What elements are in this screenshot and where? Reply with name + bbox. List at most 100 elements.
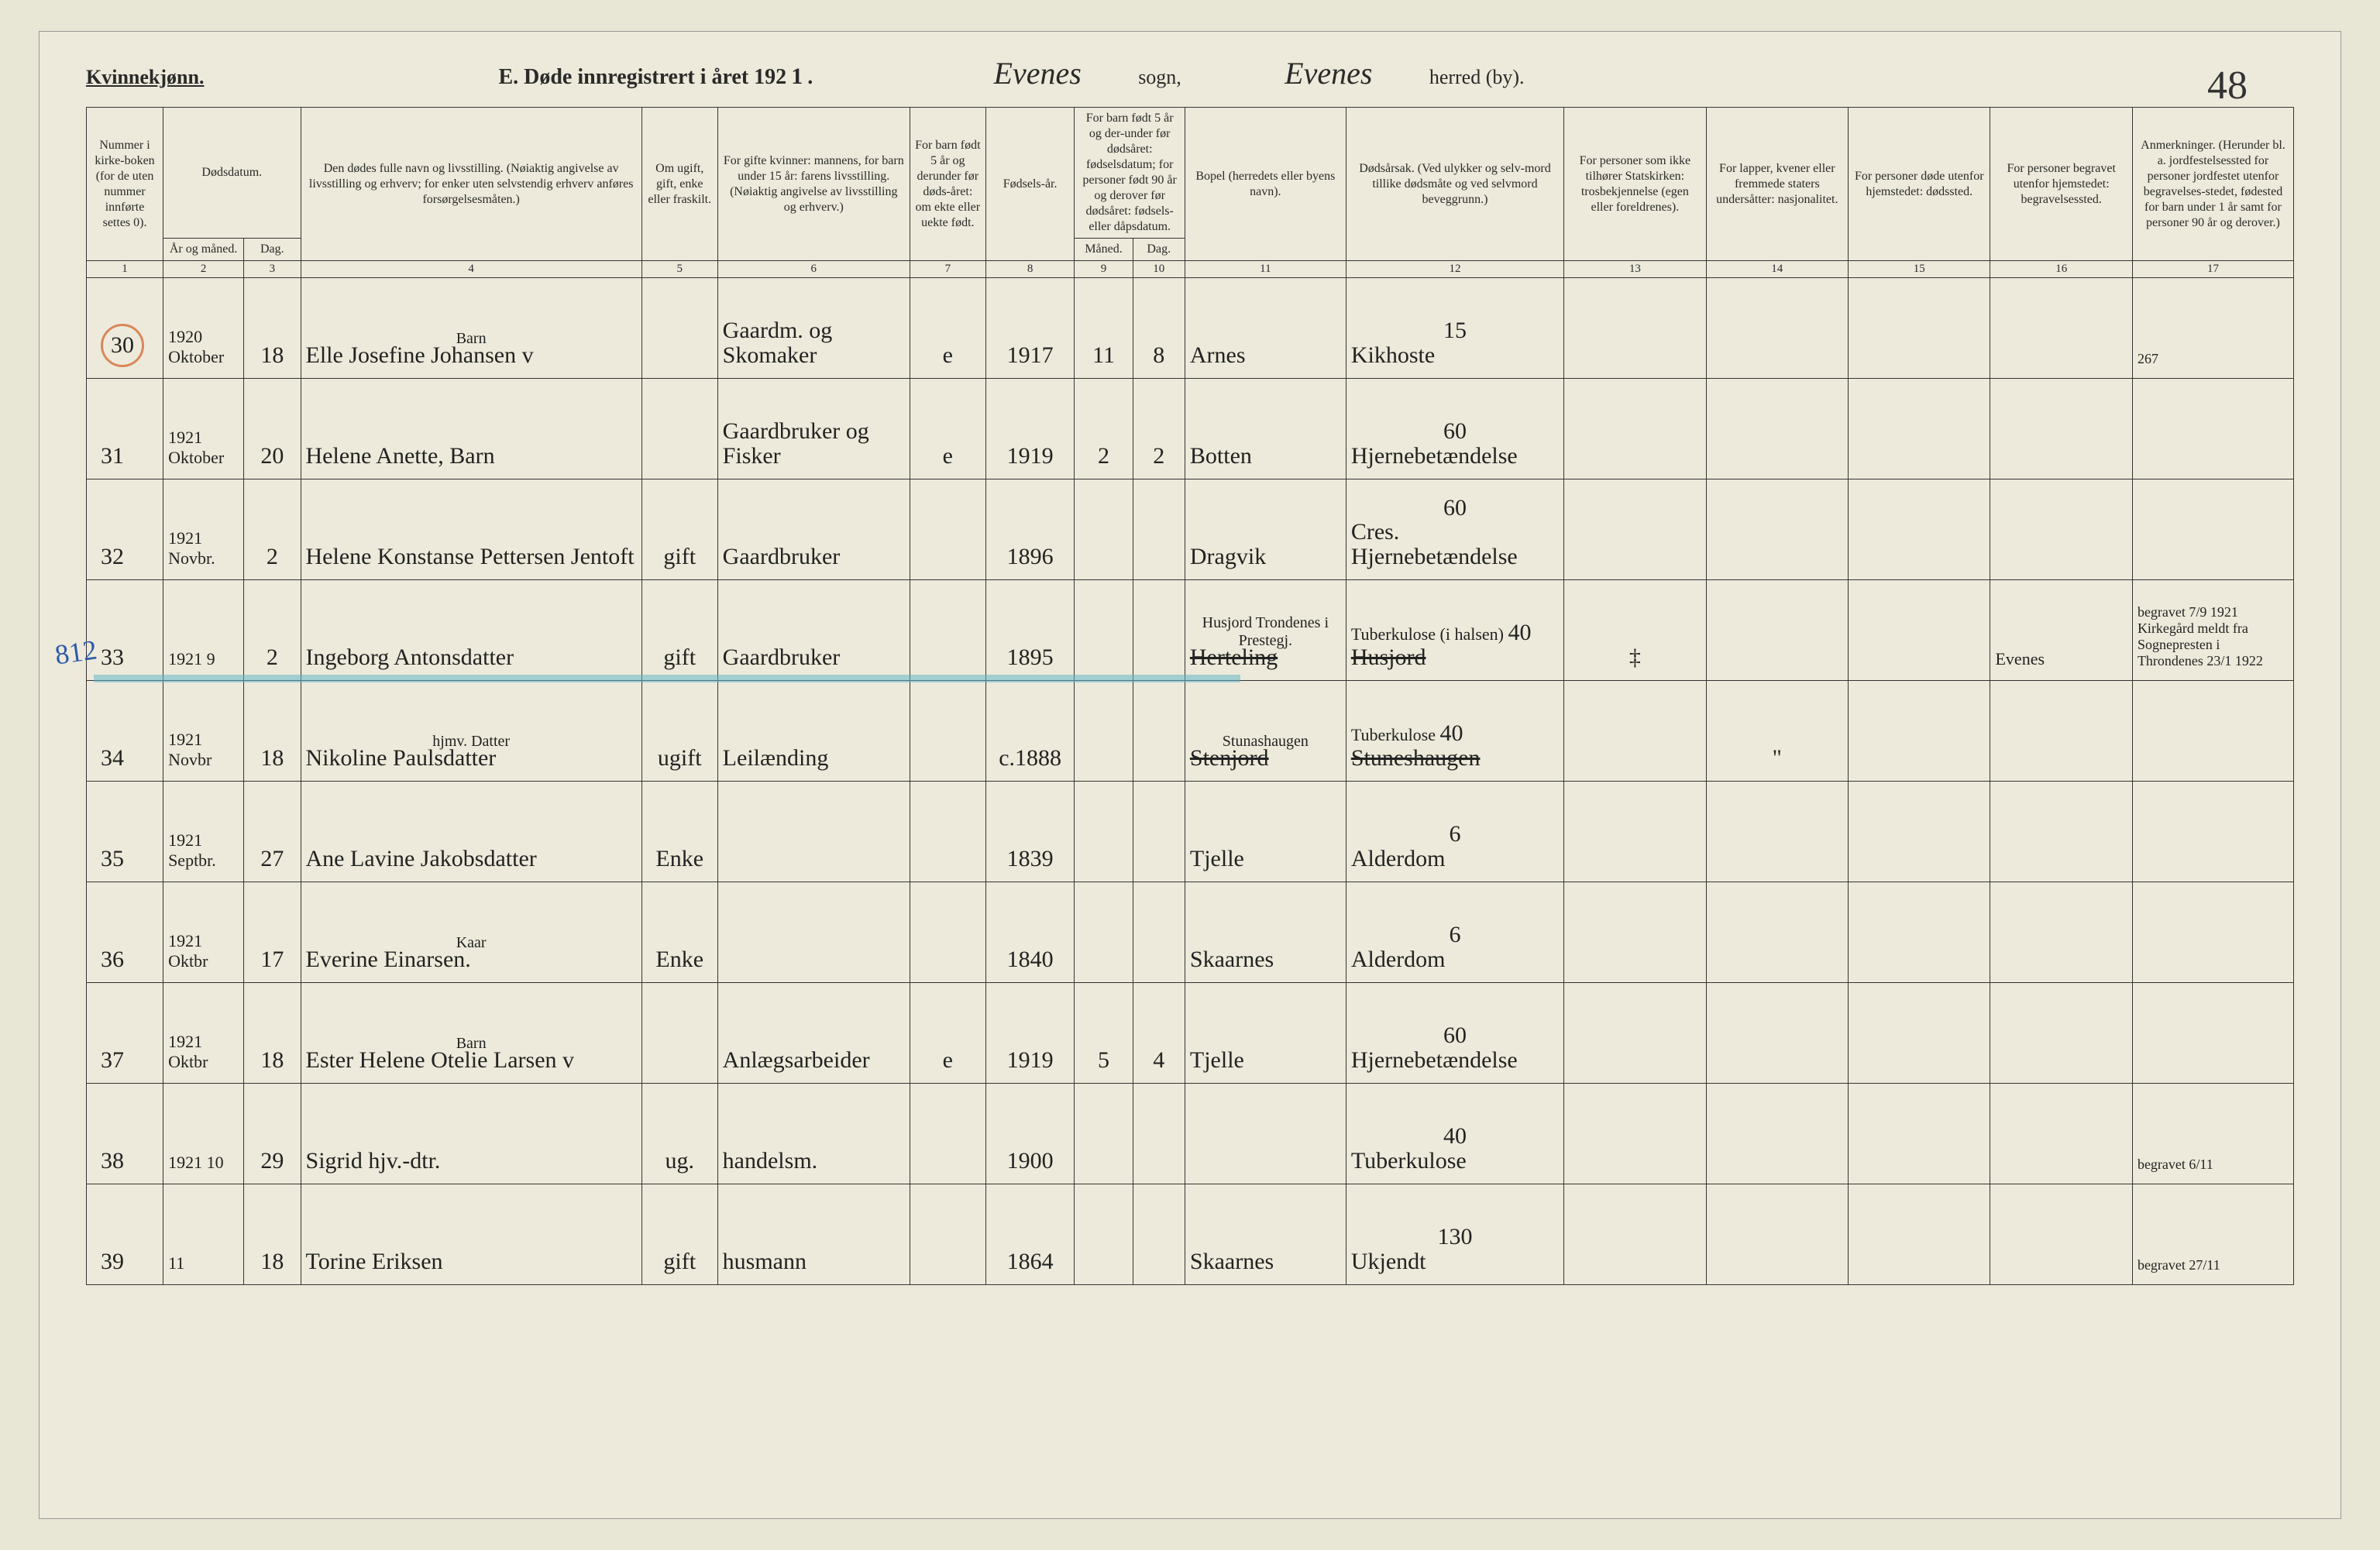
cell	[1564, 782, 1706, 882]
cell: BarnEster Helene Otelie Larsen v	[301, 983, 641, 1084]
cell: 1921 Novbr	[163, 681, 244, 782]
cell: 2	[1133, 379, 1185, 479]
cell: Ingeborg Antonsdatter	[301, 580, 641, 681]
cell	[1990, 681, 2132, 782]
cell	[1849, 479, 1990, 580]
col-9-top: For barn født 5 år og der-under før døds…	[1075, 108, 1185, 239]
cell: hjmv. DatterNikoline Paulsdatter	[301, 681, 641, 782]
cell: 130Ukjendt	[1346, 1184, 1563, 1285]
gender-label: Kvinnekjønn.	[86, 66, 204, 89]
cell: 1900	[985, 1084, 1075, 1184]
cell: Enke	[641, 882, 717, 983]
cell: ugift	[641, 681, 717, 782]
cell: e	[910, 379, 985, 479]
cell: 1921 9	[163, 580, 244, 681]
cell	[910, 882, 985, 983]
cell	[1133, 580, 1185, 681]
cell	[1564, 882, 1706, 983]
cell	[1706, 479, 1848, 580]
cell: 18	[244, 1184, 301, 1285]
cell	[910, 681, 985, 782]
cell	[1075, 782, 1133, 882]
cell: 30	[87, 278, 163, 379]
page-number: 48	[2207, 63, 2248, 108]
cell: Tjelle	[1185, 782, 1346, 882]
cell: 37	[87, 983, 163, 1084]
cell: 6Alderdom	[1346, 782, 1563, 882]
col-15-header: For personer døde utenfor hjemstedet: dø…	[1849, 108, 1990, 261]
col-7-header: For barn født 5 år og derunder før døds-…	[910, 108, 985, 261]
cell: 35	[87, 782, 163, 882]
table-row: 381921 1029Sigrid hjv.-dtr.ug.handelsm.1…	[87, 1084, 2294, 1184]
cell: c.1888	[985, 681, 1075, 782]
cell: 38	[87, 1084, 163, 1184]
cell	[1706, 278, 1848, 379]
cell: 18	[244, 681, 301, 782]
cell: 2	[1075, 379, 1133, 479]
cell: Evenes	[1990, 580, 2132, 681]
cell: 1864	[985, 1184, 1075, 1285]
cell	[717, 882, 910, 983]
cell: Tjelle	[1185, 983, 1346, 1084]
cell: BarnElle Josefine Johansen v	[301, 278, 641, 379]
table-body: 301920 Oktober18BarnElle Josefine Johans…	[87, 278, 2294, 1285]
cell	[641, 983, 717, 1084]
cell: begravet 6/11	[2132, 1084, 2293, 1184]
cell: 60Cres. Hjernebetændelse	[1346, 479, 1563, 580]
cell: Gaardbruker	[717, 479, 910, 580]
cell: Skaarnes	[1185, 1184, 1346, 1285]
cell	[2132, 479, 2293, 580]
cell: husmann	[717, 1184, 910, 1285]
cell: 11	[1075, 278, 1133, 379]
cell: 29	[244, 1084, 301, 1184]
cell	[1849, 782, 1990, 882]
cell: 34	[87, 681, 163, 782]
cell	[2132, 681, 2293, 782]
table-row: 311921 Oktober20Helene Anette, BarnGaard…	[87, 379, 2294, 479]
cell: 1895	[985, 580, 1075, 681]
cell: 1839	[985, 782, 1075, 882]
cell	[1706, 580, 1848, 681]
cell: KaarEverine Einarsen.	[301, 882, 641, 983]
cell: 11	[163, 1184, 244, 1285]
cell: 1921 Novbr.	[163, 479, 244, 580]
cell	[717, 782, 910, 882]
cell	[1990, 1084, 2132, 1184]
cell	[1990, 983, 2132, 1084]
cell	[1075, 681, 1133, 782]
cell: begravet 27/11	[2132, 1184, 2293, 1285]
table-head: Nummer i kirke-boken (for de uten nummer…	[87, 108, 2294, 278]
cell	[1706, 1184, 1848, 1285]
cell: 1921 Oktbr	[163, 983, 244, 1084]
cell: Skaarnes	[1185, 882, 1346, 983]
cell: 1921 Oktbr	[163, 882, 244, 983]
cell: 15Kikhoste	[1346, 278, 1563, 379]
margin-annotation: 812	[53, 633, 98, 671]
table-row: 371921 Oktbr18BarnEster Helene Otelie La…	[87, 983, 2294, 1084]
cell: Gaardm. og Skomaker	[717, 278, 910, 379]
cell	[910, 782, 985, 882]
cell: 31	[87, 379, 163, 479]
cell: 1921 Oktober	[163, 379, 244, 479]
sogn-label: sogn,	[1138, 66, 1181, 89]
col-9b-header: Dag.	[1133, 239, 1185, 261]
cell: Gaardbruker og Fisker	[717, 379, 910, 479]
cell: Helene Konstanse Pettersen Jentoft	[301, 479, 641, 580]
cell: 1921 10	[163, 1084, 244, 1184]
cell	[1075, 479, 1133, 580]
cell	[1564, 681, 1706, 782]
cell	[1075, 882, 1133, 983]
cell: Dragvik	[1185, 479, 1346, 580]
table-row: 391118Torine Eriksengifthusmann1864Skaar…	[87, 1184, 2294, 1285]
cell: 1919	[985, 379, 1075, 479]
col-12-header: Dødsårsak. (Ved ulykker og selv-mord til…	[1346, 108, 1563, 261]
cell: 60Hjernebetændelse	[1346, 379, 1563, 479]
cell	[1849, 278, 1990, 379]
table-row: 321921 Novbr.2Helene Konstanse Pettersen…	[87, 479, 2294, 580]
table-row: 361921 Oktbr17KaarEverine Einarsen.Enke1…	[87, 882, 2294, 983]
cell: gift	[641, 1184, 717, 1285]
cell	[1849, 580, 1990, 681]
cell: 6Alderdom	[1346, 882, 1563, 983]
cell: 27	[244, 782, 301, 882]
cell	[910, 1084, 985, 1184]
